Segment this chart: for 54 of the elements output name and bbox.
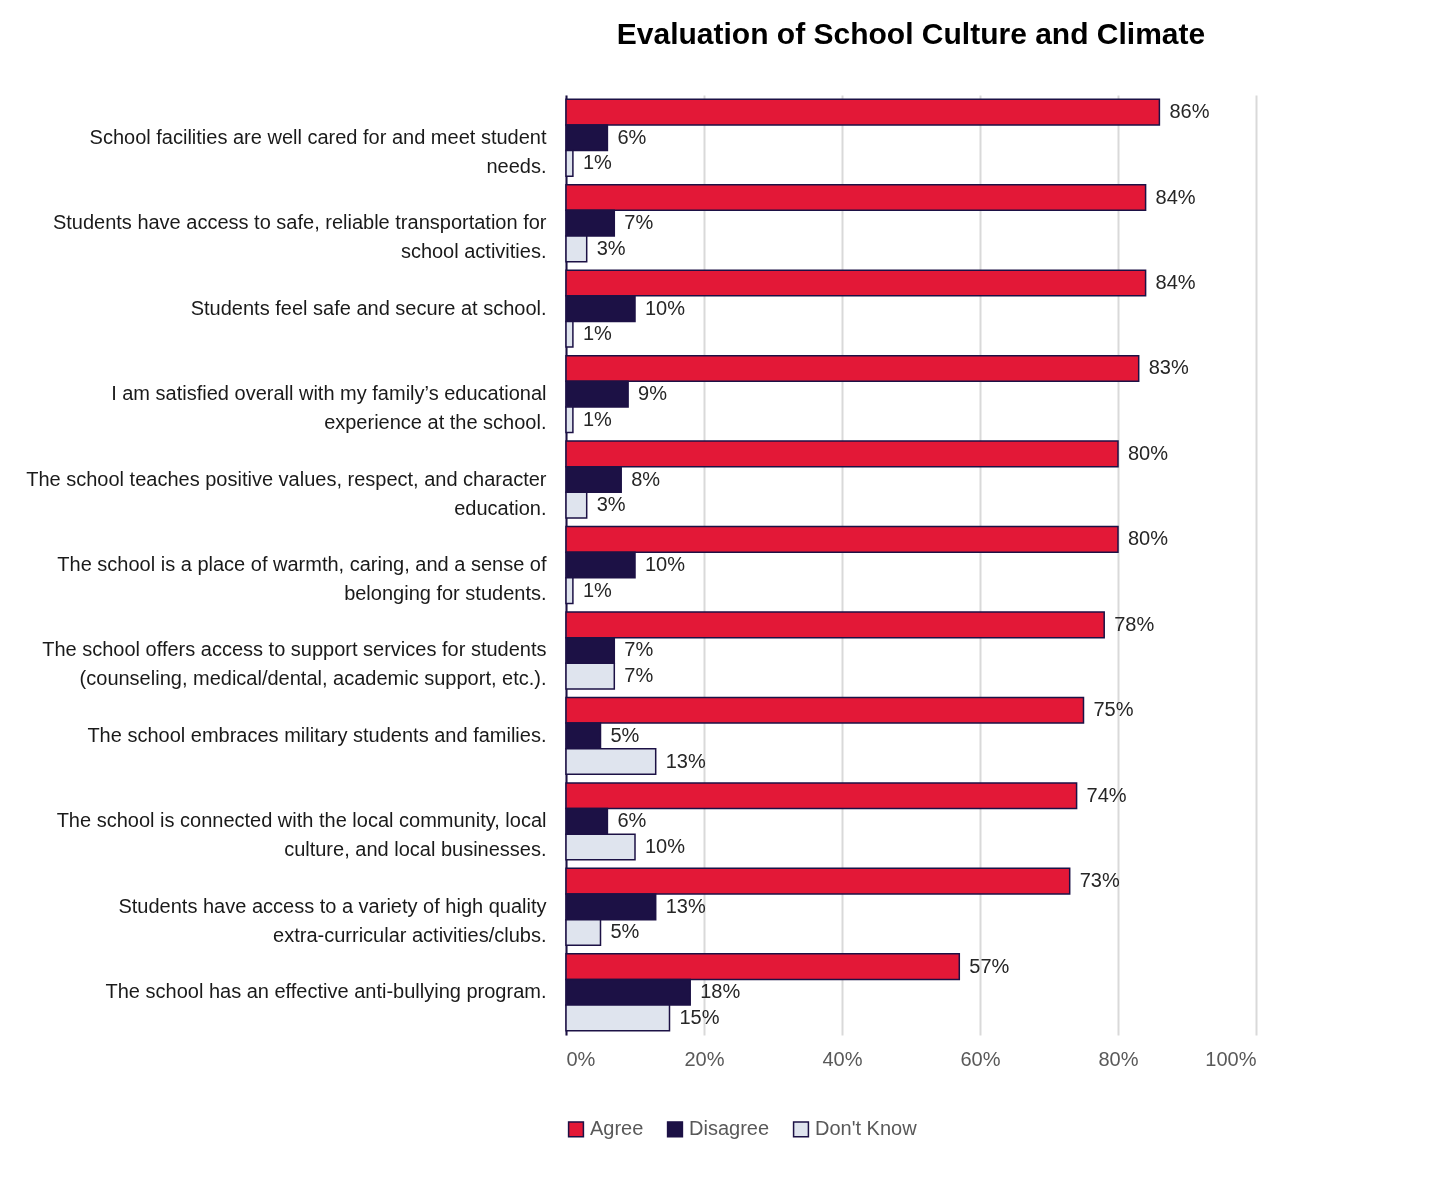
data-label: 8%	[631, 467, 661, 490]
legend-label: Don't Know	[815, 1117, 918, 1140]
y-tick-label: Students feel safe and secure at school.	[190, 296, 547, 319]
data-label: 15%	[679, 1005, 720, 1028]
data-label: 80%	[1128, 441, 1169, 464]
data-label: 13%	[665, 894, 706, 917]
data-label: 5%	[610, 920, 640, 943]
y-tick-label: Students have access to safe, reliable transportation for school activities.	[52, 211, 547, 263]
data-label: 1%	[582, 578, 613, 601]
data-label: 1%	[582, 151, 613, 174]
y-tick-label: The school teaches positive values, respect, and character education.	[26, 467, 547, 519]
data-label: 6%	[617, 125, 647, 148]
x-tick-label: 60%	[960, 1047, 1001, 1070]
data-label: 7%	[624, 211, 654, 234]
y-tick-label: The school embraces military students and families.	[87, 723, 547, 746]
data-label: 1%	[582, 322, 613, 345]
data-label: 1%	[582, 407, 613, 430]
data-label: 3%	[596, 236, 626, 259]
x-tick-label: 20%	[684, 1047, 725, 1070]
chart-title: Evaluation of School Culture and Climate	[616, 17, 1206, 50]
y-tick-label: I am satisfied overall with my family’s educational experience at the school.	[111, 382, 547, 434]
data-label: 18%	[700, 980, 741, 1003]
data-label: 7%	[624, 664, 654, 687]
data-label: 5%	[610, 723, 640, 746]
data-label: 10%	[645, 553, 686, 575]
data-label: 13%	[665, 749, 706, 772]
y-tick-label: The school is connected with the local community, local culture, and local businesses.	[56, 809, 547, 861]
data-label: 74%	[1086, 783, 1127, 806]
data-label: 6%	[617, 809, 647, 832]
y-tick-label: Students have access to a variety of high quality extra-curricular activities/clubs.	[118, 894, 547, 946]
data-label: 57%	[969, 954, 1010, 977]
data-label: 73%	[1079, 869, 1120, 892]
y-tick-label: The school is a place of warmth, caring, and a sense of belonging for students.	[57, 553, 547, 604]
data-label: 78%	[1114, 612, 1155, 635]
data-label: 9%	[638, 382, 668, 405]
x-tick-label: 80%	[1098, 1047, 1139, 1070]
data-label: 84%	[1155, 185, 1196, 208]
data-label: 10%	[645, 296, 686, 319]
x-tick-label: 100%	[1205, 1047, 1257, 1070]
legend-label: Agree	[590, 1117, 644, 1140]
x-tick-label: 0%	[566, 1047, 596, 1070]
data-label: 80%	[1128, 527, 1169, 550]
legend-label: Disagree	[689, 1117, 770, 1140]
data-label: 86%	[1169, 100, 1210, 123]
data-label: 3%	[596, 493, 626, 516]
data-label: 84%	[1155, 271, 1196, 293]
data-label: 75%	[1093, 698, 1134, 721]
y-tick-label: The school has an effective anti-bullying program.	[105, 980, 547, 1003]
data-label: 83%	[1148, 356, 1189, 379]
data-label: 10%	[645, 835, 686, 857]
y-tick-label: School facilities are well cared for and meet student needs.	[89, 125, 547, 177]
data-label: 7%	[624, 638, 654, 661]
y-tick-label: The school offers access to support services for students (counseling, medical/dental, academic support, etc.).	[42, 638, 547, 690]
x-tick-label: 40%	[822, 1047, 863, 1070]
